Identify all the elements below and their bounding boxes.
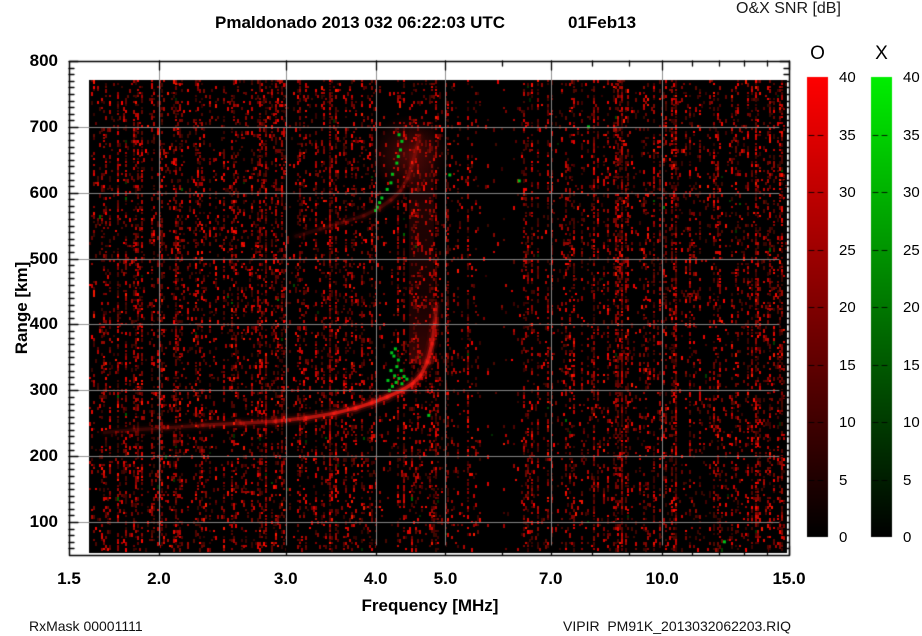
colorbar-X-tick-label: 30 bbox=[903, 184, 920, 201]
x-tick-label: 4.0 bbox=[363, 569, 388, 588]
y-tick-label: 700 bbox=[29, 116, 58, 136]
x-tick-label: 3.0 bbox=[273, 569, 298, 588]
colorbar-O-tick-label: 5 bbox=[839, 471, 848, 489]
colorbar-O-tick-label: 35 bbox=[839, 126, 856, 144]
y-tick-label: 100 bbox=[29, 512, 58, 532]
colorbar-O-tick-label: 30 bbox=[839, 184, 856, 201]
colorbar-O-label: O bbox=[810, 43, 825, 64]
plot-date: 01Feb13 bbox=[568, 13, 637, 32]
colorbar-X-tick-label: 20 bbox=[903, 299, 920, 316]
y-tick-label: 400 bbox=[29, 314, 58, 334]
x-tick-label: 2.0 bbox=[147, 569, 171, 588]
colorbar-X-tick-label: 10 bbox=[903, 414, 920, 431]
footer-filename: VIPIR PM91K_2013032062203.RIQ bbox=[563, 618, 792, 634]
y-tick-label: 600 bbox=[29, 182, 58, 202]
y-tick-label: 800 bbox=[29, 51, 58, 70]
colorbar-X-tick-label: 5 bbox=[903, 471, 912, 489]
colorbar-O-tick-label: 20 bbox=[839, 299, 856, 316]
colorbar-X-label: X bbox=[875, 43, 888, 64]
colorbar-X-tick-label: 35 bbox=[903, 126, 920, 144]
footer-rxmask: RxMask 00001111 bbox=[29, 618, 143, 634]
colorbar-O-tick-label: 25 bbox=[839, 241, 856, 259]
colorbar-header: O&X SNR [dB] bbox=[736, 0, 841, 17]
y-tick-label: 500 bbox=[29, 248, 58, 268]
colorbar-O-tick-label: 15 bbox=[839, 356, 856, 374]
colorbar-X-tick-label: 25 bbox=[903, 241, 920, 259]
x-tick-label: 10.0 bbox=[645, 569, 679, 588]
x-tick-label: 1.5 bbox=[57, 569, 81, 588]
colorbar-O-tick-label: 40 bbox=[839, 69, 856, 86]
x-tick-label: 7.0 bbox=[538, 569, 563, 588]
colorbar-X-tick-label: 0 bbox=[903, 529, 912, 546]
plot-title: Pmaldonado 2013 032 06:22:03 UTC bbox=[215, 13, 506, 32]
y-tick-label: 300 bbox=[29, 380, 58, 400]
x-tick-label: 15.0 bbox=[772, 569, 806, 588]
y-axis-title: Range [km] bbox=[12, 261, 31, 355]
colorbar-O-tick-label: 10 bbox=[839, 414, 856, 431]
x-axis-title: Frequency [MHz] bbox=[361, 596, 499, 615]
colorbar-O-tick-label: 0 bbox=[839, 529, 848, 546]
y-tick-label: 200 bbox=[29, 446, 58, 466]
colorbar-X-tick-label: 15 bbox=[903, 356, 920, 374]
x-tick-label: 5.0 bbox=[433, 569, 458, 588]
colorbar-X-tick-label: 40 bbox=[903, 69, 920, 86]
